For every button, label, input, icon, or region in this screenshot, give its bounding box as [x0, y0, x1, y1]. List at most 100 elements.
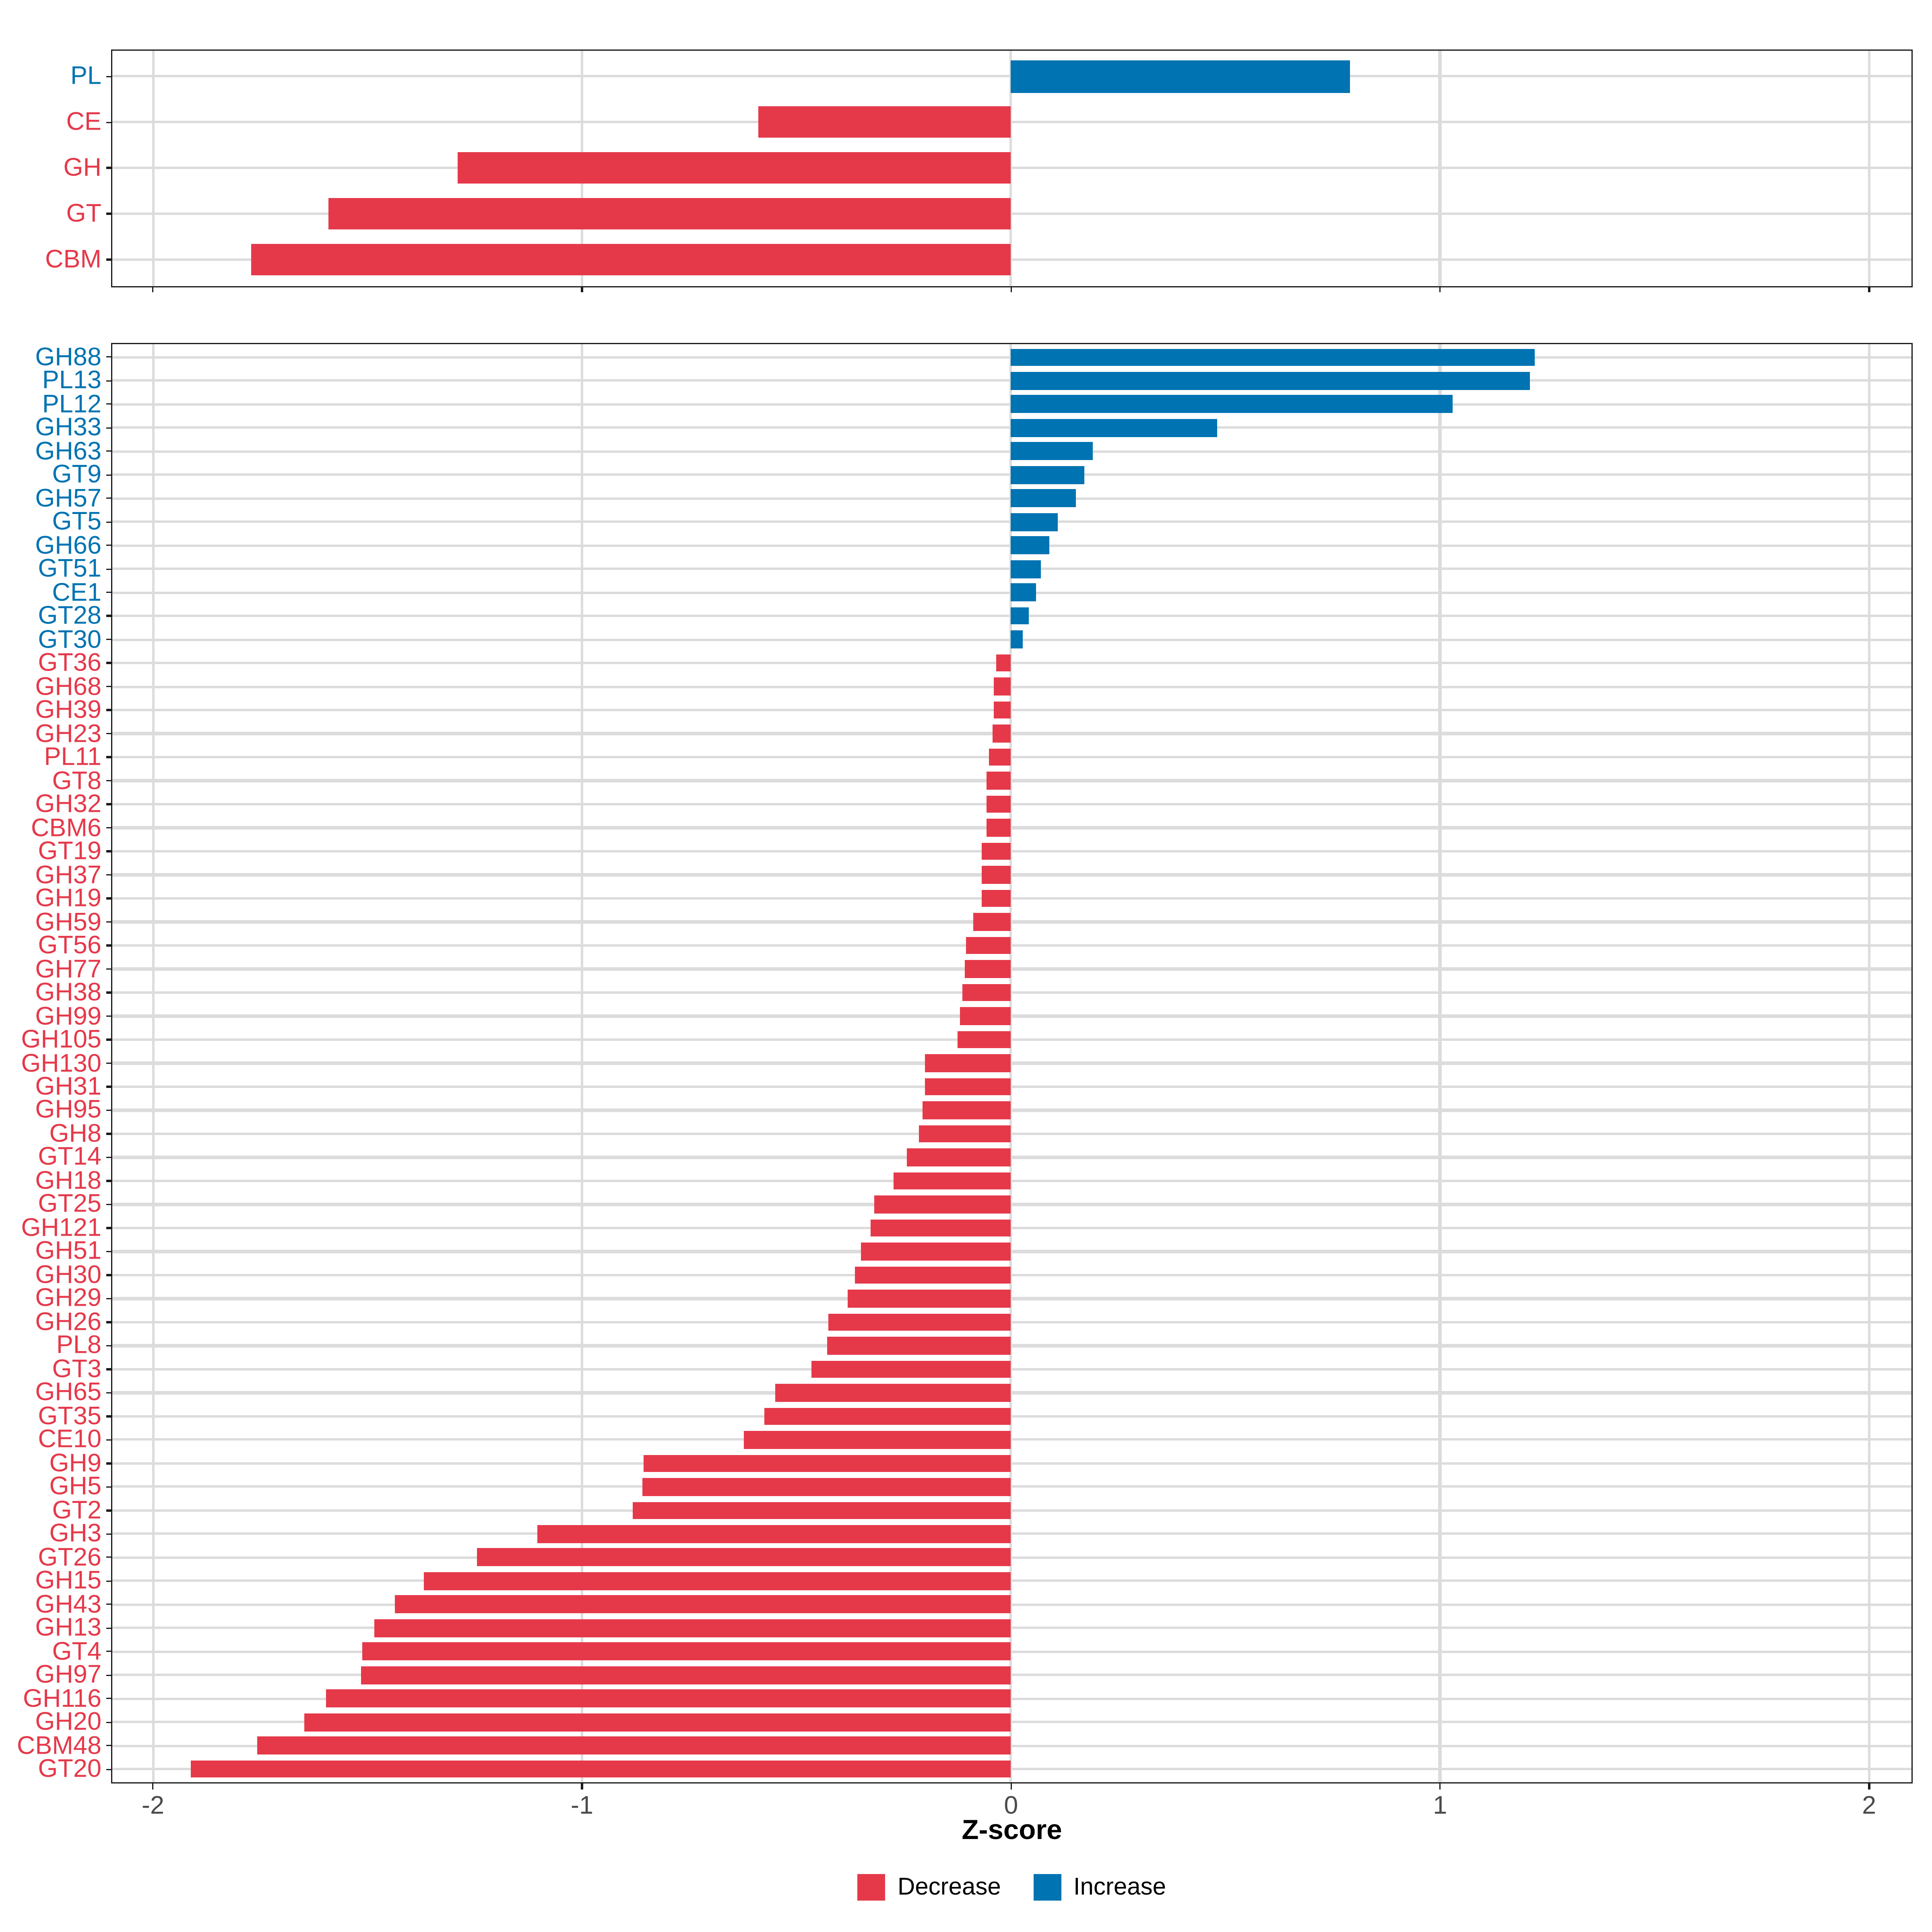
- x-tick-2: [1868, 287, 1870, 293]
- y-label-gt35: GT35: [38, 1402, 101, 1430]
- gridline-horizontal: [111, 685, 1913, 688]
- bar-gh130: [925, 1054, 1011, 1072]
- y-label-pl: PL: [70, 62, 101, 91]
- gridline-horizontal: [111, 850, 1913, 853]
- bar-gh57: [1011, 489, 1075, 508]
- y-label-gt8: GT8: [52, 767, 101, 795]
- y-tick-ce: [105, 121, 111, 123]
- y-label-gh30: GH30: [35, 1261, 101, 1289]
- y-tick-gh116: [105, 1698, 111, 1700]
- y-tick-gh63: [105, 450, 111, 452]
- bar-gh5: [642, 1478, 1011, 1496]
- legend: Decrease Increase: [111, 1874, 1913, 1901]
- y-label-gh32: GH32: [35, 790, 101, 818]
- y-label-gh20: GH20: [35, 1708, 101, 1736]
- gridline-horizontal: [111, 1744, 1913, 1747]
- y-tick-pl11: [105, 756, 111, 758]
- y-label-gt9: GT9: [52, 461, 101, 489]
- y-label-gt25: GT25: [38, 1190, 101, 1218]
- gridline-horizontal: [111, 1015, 1913, 1018]
- gridline-horizontal: [111, 166, 1913, 169]
- y-label-gh8: GH8: [49, 1120, 101, 1148]
- y-label-gh3: GH3: [49, 1520, 101, 1548]
- bar-gh9: [643, 1454, 1011, 1472]
- panel-family-summary-plot-area: [111, 49, 1913, 287]
- bar-gh77: [964, 960, 1011, 978]
- x-tick--2: [152, 287, 154, 293]
- y-tick-gh95: [105, 1109, 111, 1111]
- y-label-gh59: GH59: [35, 908, 101, 936]
- bar-gt36: [996, 654, 1011, 672]
- y-tick-ce1: [105, 592, 111, 594]
- gridline-horizontal: [111, 897, 1913, 900]
- legend-key-increase-swatch: [1033, 1874, 1061, 1901]
- gridline-horizontal: [111, 1532, 1913, 1536]
- bar-gh63: [1011, 442, 1093, 460]
- bar-gt19: [982, 842, 1011, 861]
- bar-gt35: [764, 1407, 1011, 1425]
- gridline-horizontal: [111, 212, 1913, 215]
- y-tick-gt35: [105, 1415, 111, 1417]
- bar-gh105: [958, 1031, 1011, 1049]
- y-label-gt36: GT36: [38, 649, 101, 677]
- bar-pl11: [989, 748, 1011, 766]
- bar-gh3: [538, 1525, 1011, 1543]
- y-tick-gh33: [105, 427, 111, 429]
- y-tick-gh59: [105, 921, 111, 923]
- y-label-gh99: GH99: [35, 1002, 101, 1030]
- y-tick-gh30: [105, 1274, 111, 1276]
- y-label-gh88: GH88: [35, 343, 101, 371]
- gridline-horizontal: [111, 1274, 1913, 1277]
- y-label-ce: CE: [66, 108, 101, 136]
- bar-gt56: [966, 937, 1011, 955]
- y-tick-gt28: [105, 615, 111, 617]
- y-tick-gt56: [105, 945, 111, 947]
- bar-gh65: [775, 1384, 1011, 1402]
- y-tick-gt19: [105, 850, 111, 852]
- y-label-gh43: GH43: [35, 1590, 101, 1618]
- gridline-horizontal: [111, 1226, 1913, 1230]
- gridline-horizontal: [111, 258, 1913, 261]
- y-tick-gh51: [105, 1251, 111, 1253]
- bar-gh: [457, 152, 1011, 184]
- gridline-horizontal: [111, 755, 1913, 759]
- x-tick-0: [1010, 1783, 1012, 1789]
- gridline-horizontal: [111, 826, 1913, 830]
- legend-item-decrease: Decrease: [857, 1874, 1001, 1901]
- bar-gt14: [906, 1148, 1011, 1166]
- legend-label-increase: Increase: [1073, 1874, 1166, 1901]
- panel-family-detail: [111, 343, 1913, 1783]
- y-tick-gt25: [105, 1203, 111, 1205]
- y-label-gh95: GH95: [35, 1096, 101, 1124]
- gridline-horizontal: [111, 1415, 1913, 1418]
- bar-gh15: [423, 1572, 1011, 1590]
- gridline-horizontal: [111, 1038, 1913, 1041]
- x-tick-label-2: 2: [1862, 1792, 1876, 1820]
- bar-gh32: [987, 795, 1011, 813]
- bar-gt20: [190, 1760, 1011, 1778]
- y-tick-gh3: [105, 1533, 111, 1535]
- gridline-horizontal: [111, 1674, 1913, 1677]
- bar-gh43: [395, 1596, 1011, 1614]
- y-label-cbm: CBM: [45, 246, 101, 274]
- y-tick-gh18: [105, 1180, 111, 1182]
- panel-family-detail-plot-area: [111, 343, 1913, 1783]
- y-tick-gt9: [105, 474, 111, 476]
- gridline-horizontal: [111, 991, 1913, 994]
- y-tick-gh57: [105, 497, 111, 500]
- y-tick-gh9: [105, 1462, 111, 1464]
- x-tick-label--2: -2: [142, 1792, 165, 1820]
- y-tick-gh77: [105, 968, 111, 970]
- bar-ce10: [743, 1431, 1011, 1449]
- y-tick-ce10: [105, 1439, 111, 1441]
- bar-ce1: [1011, 584, 1036, 601]
- x-tick-0: [1010, 287, 1012, 293]
- y-label-gh130: GH130: [21, 1049, 101, 1077]
- gridline-horizontal: [111, 1321, 1913, 1324]
- gridline-horizontal: [111, 1438, 1913, 1441]
- gridline-horizontal: [111, 1085, 1913, 1088]
- x-tick-label-1: 1: [1433, 1792, 1447, 1820]
- gridline-horizontal: [111, 1250, 1913, 1253]
- x-tick-1: [1439, 287, 1441, 293]
- y-label-gh97: GH97: [35, 1661, 101, 1689]
